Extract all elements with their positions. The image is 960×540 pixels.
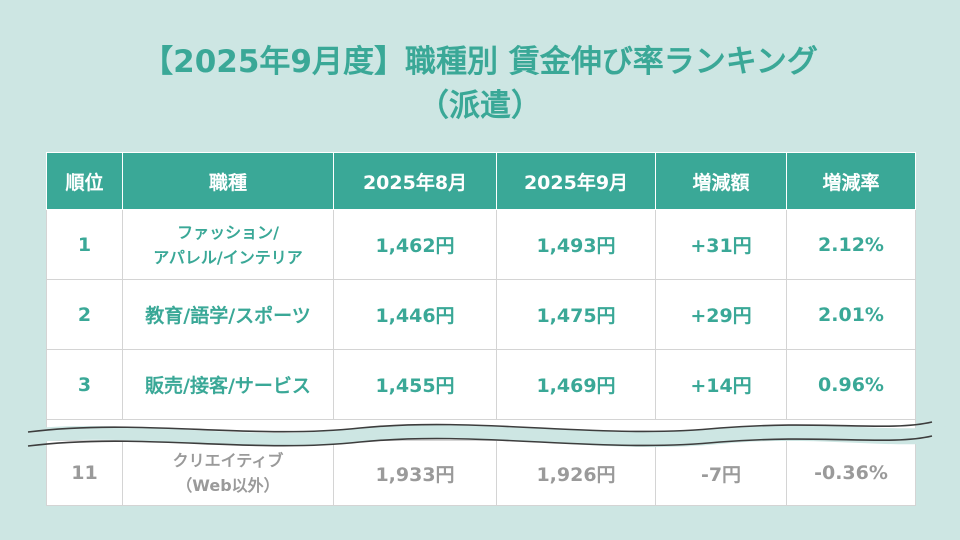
title-line-1: 【2025年9月度】職種別 賃金伸び率ランキング	[142, 44, 818, 80]
table-row: 11 クリエイティブ （Web以外） 1,933円 1,926円 -7円 -0.…	[46, 440, 916, 506]
aug-cell: 1,462円	[333, 209, 497, 280]
header-aug: 2025年8月	[333, 152, 497, 210]
rank-cell: 11	[46, 440, 123, 506]
rate-cell: 0.96%	[786, 349, 916, 420]
diff-cell: +29円	[655, 279, 787, 350]
sep-cell: 1,493円	[496, 209, 656, 280]
table-header-row: 順位 職種 2025年8月 2025年9月 増減額 増減率	[46, 152, 916, 210]
rank-cell: 1	[46, 209, 123, 280]
header-diff: 増減額	[655, 152, 787, 210]
job-line-1: クリエイティブ	[172, 451, 284, 470]
ranking-table: 順位 職種 2025年8月 2025年9月 増減額 増減率 1 ファッション/ …	[46, 152, 916, 506]
header-sep: 2025年9月	[496, 152, 656, 210]
title-line-2: （派遣）	[418, 88, 542, 124]
sep-cell: 1,926円	[496, 440, 656, 506]
sep-cell: 1,475円	[496, 279, 656, 350]
page-title: 【2025年9月度】職種別 賃金伸び率ランキング （派遣）	[0, 40, 960, 128]
diff-cell: -7円	[655, 440, 787, 506]
job-line-1: ファッション/	[177, 222, 279, 242]
rate-cell: -0.36%	[786, 440, 916, 506]
job-cell: ファッション/ アパレル/インテリア	[122, 209, 334, 280]
rank-cell: 3	[46, 349, 123, 420]
job-cell: 教育/語学/スポーツ	[122, 279, 334, 350]
aug-cell: 1,933円	[333, 440, 497, 506]
header-rank: 順位	[46, 152, 123, 210]
job-line-2: （Web以外）	[176, 476, 280, 495]
sep-cell: 1,469円	[496, 349, 656, 420]
job-cell: 販売/接客/サービス	[122, 349, 334, 420]
aug-cell: 1,446円	[333, 279, 497, 350]
gap-cell	[46, 419, 916, 441]
table-row: 1 ファッション/ アパレル/インテリア 1,462円 1,493円 +31円 …	[46, 209, 916, 280]
ranking-table-container: 順位 職種 2025年8月 2025年9月 増減額 増減率 1 ファッション/ …	[46, 152, 916, 506]
header-job: 職種	[122, 152, 334, 210]
table-row: 3 販売/接客/サービス 1,455円 1,469円 +14円 0.96%	[46, 349, 916, 420]
diff-cell: +14円	[655, 349, 787, 420]
job-cell: クリエイティブ （Web以外）	[122, 440, 334, 506]
rank-cell: 2	[46, 279, 123, 350]
table-row: 2 教育/語学/スポーツ 1,446円 1,475円 +29円 2.01%	[46, 279, 916, 350]
aug-cell: 1,455円	[333, 349, 497, 420]
job-line-2: アパレル/インテリア	[153, 247, 303, 267]
rate-cell: 2.12%	[786, 209, 916, 280]
header-rate: 増減率	[786, 152, 916, 210]
rate-cell: 2.01%	[786, 279, 916, 350]
table-gap-row	[46, 419, 916, 441]
diff-cell: +31円	[655, 209, 787, 280]
